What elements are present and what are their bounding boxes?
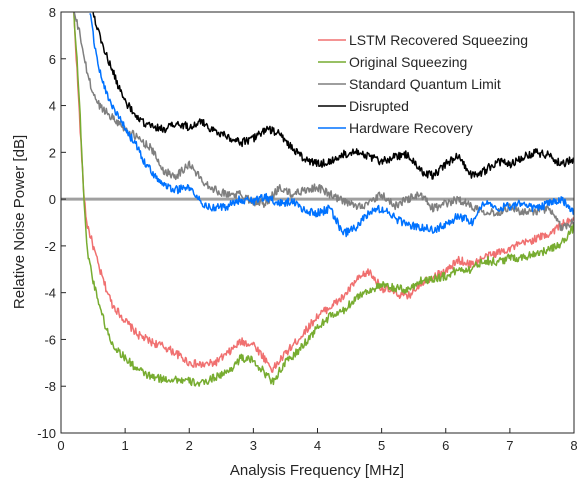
- series-layer: [73, 12, 574, 387]
- x-tick-label: 0: [57, 438, 64, 453]
- series-line-standard-quantum-limit: [73, 12, 574, 232]
- y-axis-label: Relative Noise Power [dB]: [11, 135, 28, 309]
- y-tick-label: 2: [49, 145, 56, 160]
- legend-label-disrupted: Disrupted: [349, 98, 409, 114]
- y-tick-label: -4: [44, 286, 56, 301]
- x-tick-label: 5: [378, 438, 385, 453]
- y-axis-ticks: -10 -8 -6 -4 -2 0 2 4 6 8: [37, 5, 66, 441]
- series-line-lstm-recovered-squeezing: [73, 12, 574, 373]
- y-tick-label: 4: [49, 99, 56, 114]
- legend-label-original-squeezing: Original Squeezing: [349, 54, 467, 70]
- x-tick-label: 4: [314, 438, 321, 453]
- y-tick-label: 6: [49, 52, 56, 67]
- legend: LSTM Recovered Squeezing Original Squeezi…: [318, 32, 528, 136]
- x-tick-label: 3: [250, 438, 257, 453]
- y-tick-label: -10: [37, 426, 56, 441]
- x-tick-label: 7: [506, 438, 513, 453]
- x-tick-label: 8: [570, 438, 577, 453]
- y-tick-label: 0: [49, 192, 56, 207]
- x-axis-label: Analysis Frequency [MHz]: [230, 462, 404, 479]
- legend-label-standard-quantum-limit: Standard Quantum Limit: [349, 76, 501, 92]
- legend-label-lstm-recovered-squeezing: LSTM Recovered Squeezing: [349, 32, 528, 48]
- series-line-hardware-recovery: [89, 13, 574, 238]
- x-tick-label: 1: [122, 438, 129, 453]
- series-line-original-squeezing: [73, 12, 574, 387]
- y-tick-label: -2: [44, 239, 56, 254]
- y-tick-label: -8: [44, 379, 56, 394]
- y-tick-label: -6: [44, 332, 56, 347]
- series-line-disrupted: [92, 12, 574, 180]
- y-tick-label: 8: [49, 5, 56, 20]
- legend-label-hardware-recovery: Hardware Recovery: [349, 120, 473, 136]
- x-tick-label: 2: [186, 438, 193, 453]
- x-tick-label: 6: [442, 438, 449, 453]
- x-axis-ticks: 0 1 2 3 4 5 6 7 8: [57, 428, 578, 453]
